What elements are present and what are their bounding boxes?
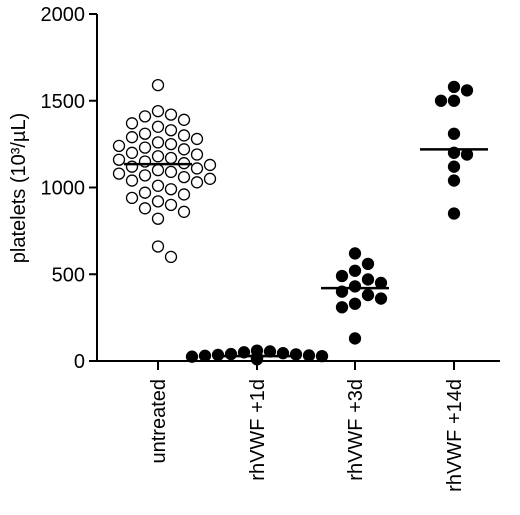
y-tick-label: 2000 [41,4,86,26]
data-point-open [151,212,165,225]
data-point-open [164,250,178,264]
data-point-open [151,105,165,118]
mean-lines [124,148,488,358]
data-point-open [203,172,217,185]
data-point-filled [460,148,474,161]
data-point-filled [361,288,375,302]
data-point-open [190,132,204,146]
y-tick-label: 0 [74,351,85,373]
tick-labels: 0 500 1000 1500 2000 untreated rhVWF +1d rhVWF … [41,4,467,492]
data-point-filled [361,273,375,286]
data-point-open [177,129,191,142]
data-point-filled [289,348,303,361]
data-point-open [138,202,152,215]
data-point-open [177,188,191,201]
data-point-filled [211,348,225,362]
x-tick-label: rhVWF +1d [247,379,269,481]
data-point-open [177,170,191,184]
data-point-open [190,176,204,189]
data-points [112,78,474,366]
data-point-open [125,131,139,144]
data-point-open [125,146,139,159]
data-point-open [138,141,152,154]
data-point-open [125,191,139,205]
data-point-filled [374,292,388,305]
data-point-filled [224,347,238,361]
data-point-open [151,120,165,133]
data-point-filled [374,276,388,290]
data-point-open [151,179,165,192]
data-point-open [164,183,178,196]
data-point-filled [447,80,461,94]
data-point-open [177,113,191,126]
data-point-open [151,78,165,92]
data-point-filled [348,247,362,260]
data-point-open [164,151,178,165]
data-point-filled [348,297,362,310]
y-axis-title: platelets (10³/µL) [8,113,30,263]
axes [89,13,500,370]
data-point-filled [447,207,461,220]
data-point-open [125,174,139,187]
data-point-filled [348,280,362,293]
data-point-open [112,167,126,180]
data-point-open [112,139,126,153]
x-tick-label: rhVWF +14d [444,379,466,492]
y-tick-label: 1500 [41,91,86,113]
data-point-open [164,108,178,121]
data-point-open [151,136,165,149]
data-point-open [138,110,152,123]
data-point-filled [198,349,212,362]
data-point-open [151,163,165,177]
data-point-filled [335,269,349,283]
data-point-open [138,169,152,182]
data-point-open [151,240,165,253]
y-tick-label: 1000 [41,178,86,200]
data-point-open [164,124,178,137]
x-tick-label: untreated [148,379,170,464]
data-point-open [177,205,191,218]
data-point-filled [185,350,199,363]
data-point-filled [315,349,329,363]
data-point-open [164,198,178,212]
y-tick-label: 500 [52,264,85,286]
data-point-filled [348,264,362,277]
data-point-filled [447,94,461,107]
data-point-open [203,158,217,172]
data-point-filled [447,160,461,173]
data-point-filled [335,301,349,314]
data-point-open [138,186,152,199]
data-point-filled [302,349,316,362]
data-point-filled [348,332,362,345]
data-point-filled [460,84,474,97]
data-point-filled [434,94,448,107]
data-point-filled [447,127,461,140]
data-point-open [190,162,204,175]
data-point-open [112,153,126,166]
data-point-open [164,165,178,179]
data-point-open [125,117,139,130]
data-point-filled [361,257,375,270]
x-tick-label: rhVWF +3d [345,379,367,481]
data-point-filled [447,174,461,187]
data-point-open [151,195,165,208]
data-point-open [138,127,152,140]
data-point-open [151,150,165,163]
data-point-open [164,137,178,151]
data-point-open [177,143,191,156]
data-point-open [190,148,204,161]
